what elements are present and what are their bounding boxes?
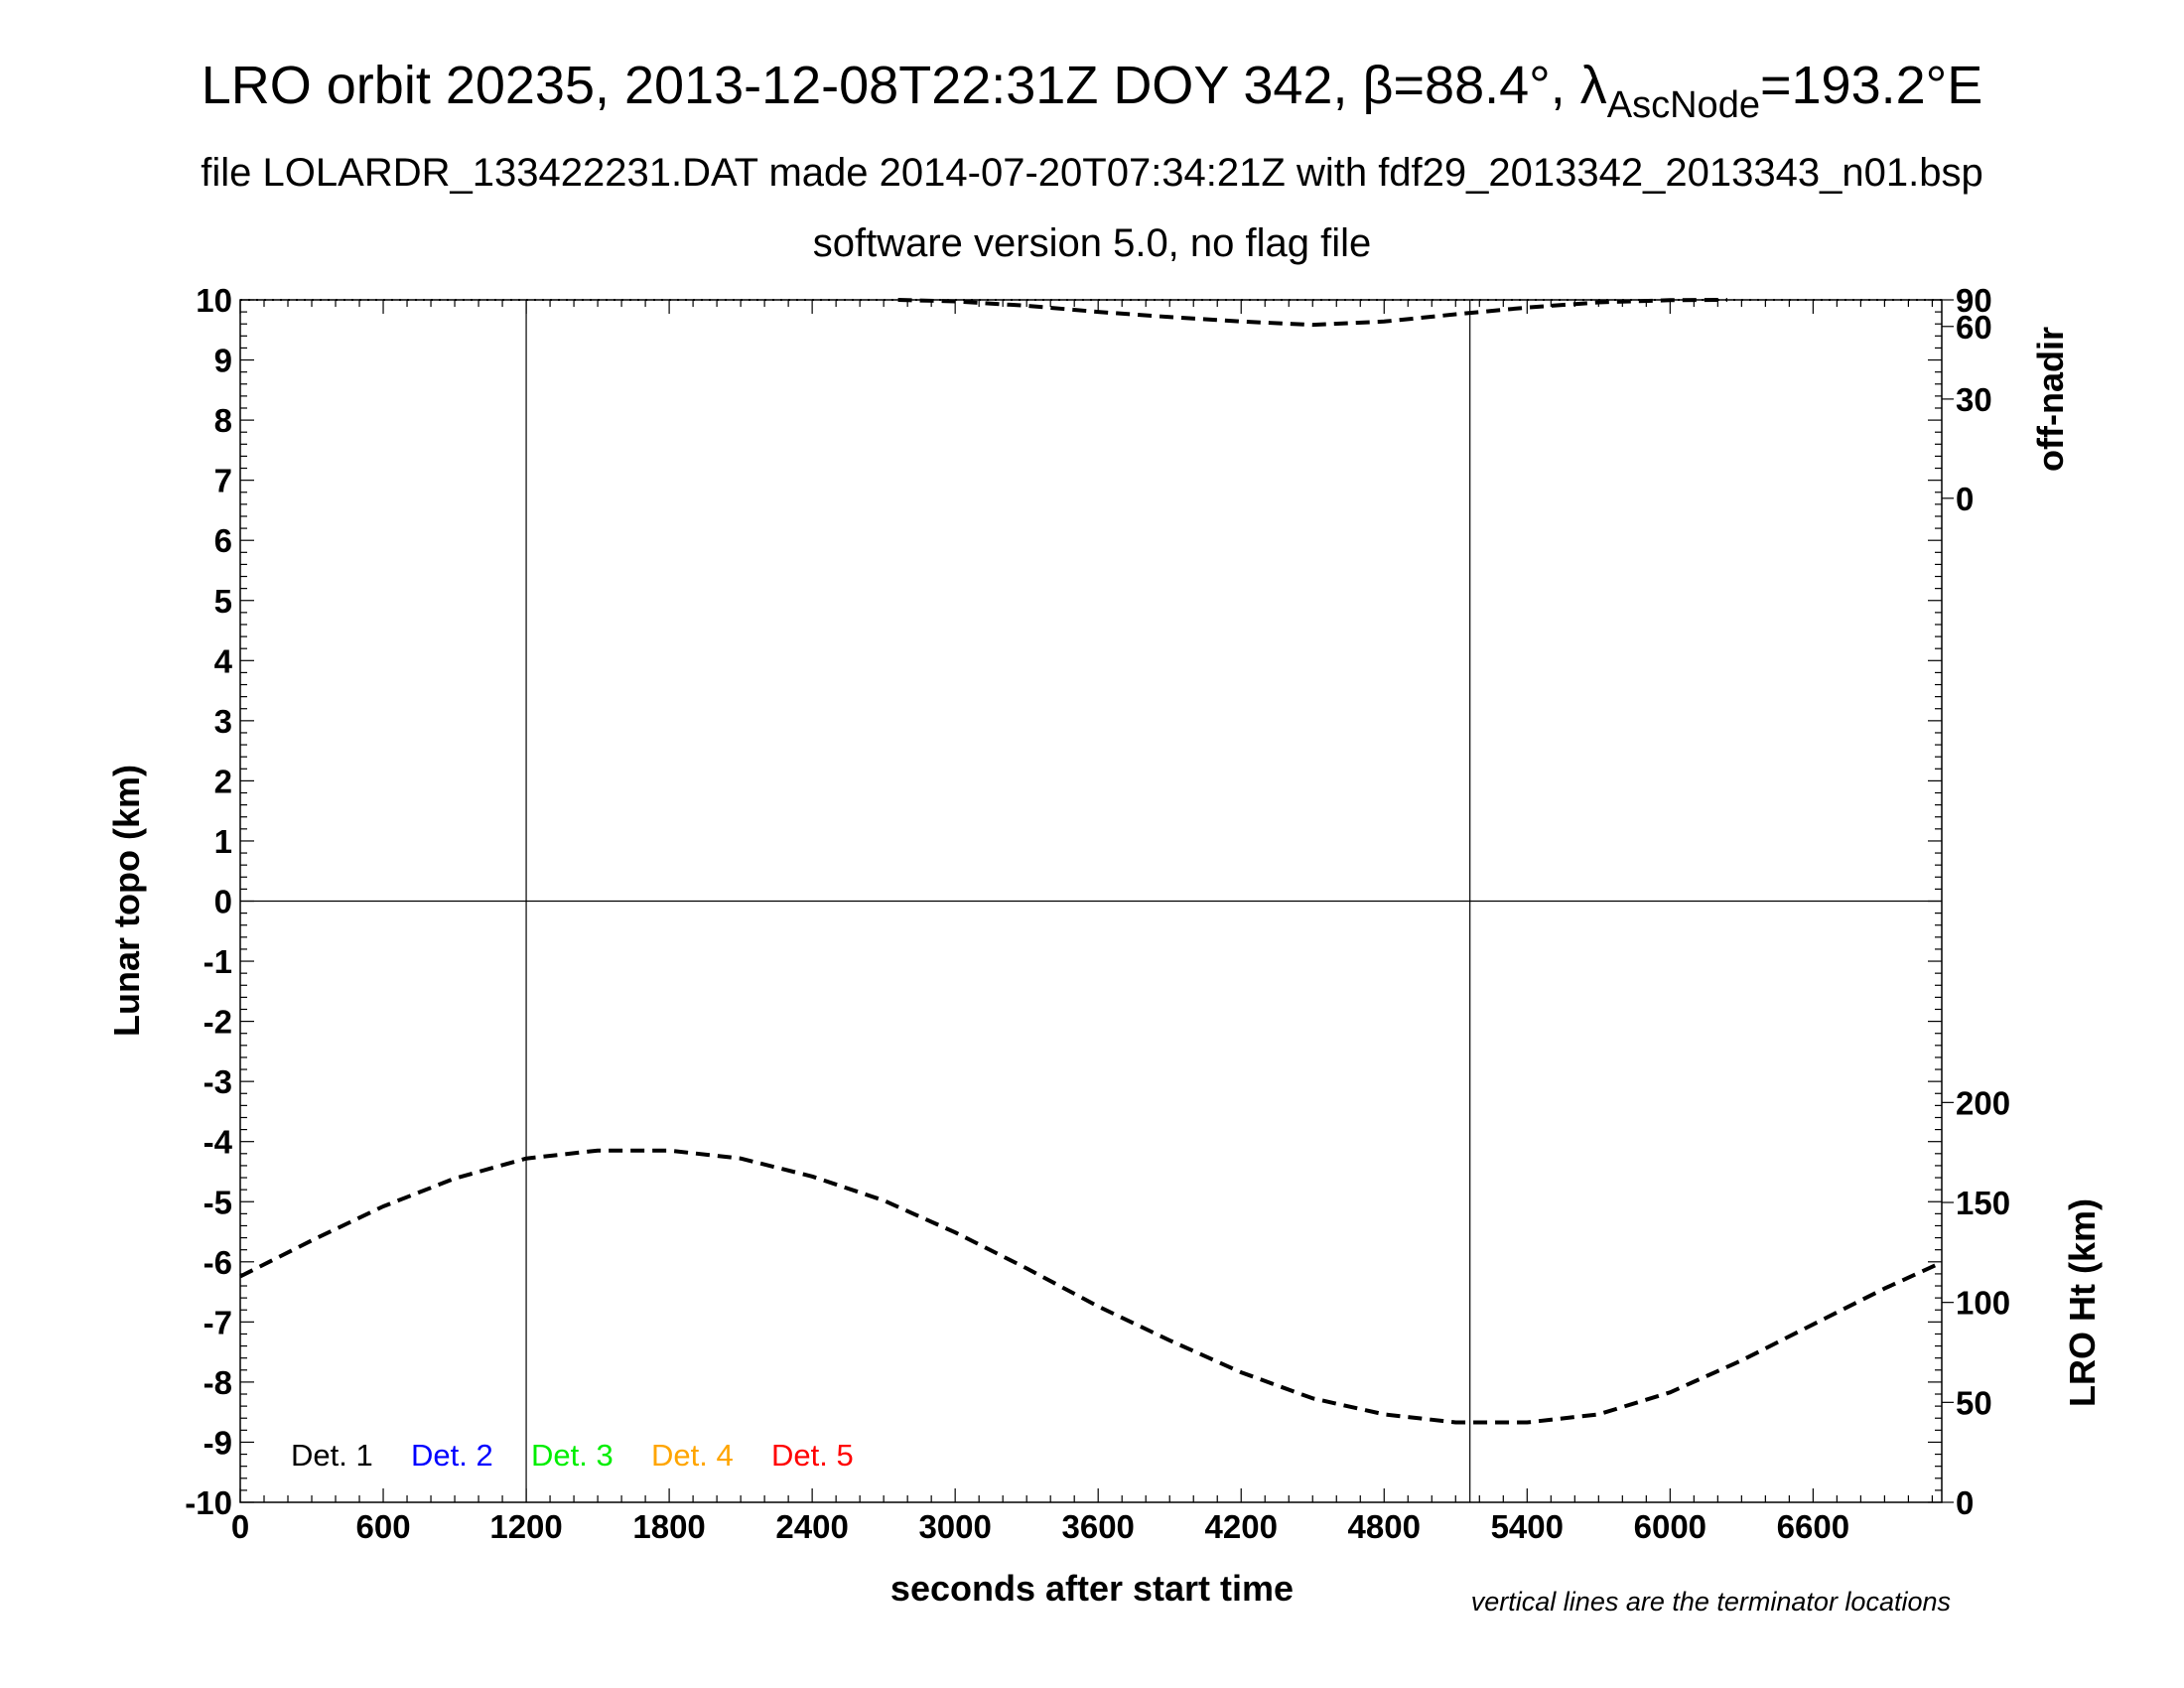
chart-subtitle-2: software version 5.0, no flag file: [813, 221, 1372, 265]
x-tick-label: 1800: [632, 1508, 705, 1545]
off-nadir-tick-label: 60: [1956, 309, 1992, 346]
x-tick-label: 6000: [1634, 1508, 1706, 1545]
x-tick-label: 600: [356, 1508, 411, 1545]
y-tick-label: -2: [204, 1004, 232, 1041]
height-tick-label: 200: [1956, 1084, 2010, 1121]
y-tick-label: 2: [214, 763, 232, 799]
x-tick-label: 2400: [775, 1508, 848, 1545]
y-tick-label: 0: [214, 884, 232, 920]
y-tick-label: -1: [204, 943, 232, 980]
y-tick-label: 7: [214, 463, 232, 499]
y-tick-label: -10: [185, 1484, 232, 1521]
height-tick-label: 100: [1956, 1285, 2010, 1322]
y-tick-label: 10: [196, 282, 232, 319]
height-axis-label: LRO Ht (km): [2062, 1198, 2103, 1407]
y-tick-label: 9: [214, 343, 232, 379]
y-tick-label: 8: [214, 402, 232, 439]
terminator-note: vertical lines are the terminator locati…: [1471, 1587, 1951, 1617]
x-tick-label: 5400: [1491, 1508, 1564, 1545]
x-tick-label: 4800: [1348, 1508, 1421, 1545]
y-tick-label: 3: [214, 703, 232, 740]
off-nadir-tick-label: 0: [1956, 481, 1974, 517]
height-tick-label: 50: [1956, 1384, 1992, 1421]
y-tick-label: -3: [204, 1063, 232, 1100]
off-nadir-tick-label: 90: [1956, 282, 1992, 319]
x-axis-label: seconds after start time: [890, 1568, 1294, 1609]
x-tick-label: 0: [231, 1508, 249, 1545]
legend-item-det-1: Det. 1: [291, 1438, 373, 1473]
chart-subtitle-1: file LOLARDR_133422231.DAT made 2014-07-…: [201, 151, 1982, 195]
y-tick-label: 5: [214, 583, 232, 620]
legend-item-det-4: Det. 4: [651, 1438, 734, 1473]
title-main: LRO orbit 20235, 2013-12-08T22:31Z DOY 3…: [202, 56, 1607, 115]
y-tick-label: 6: [214, 522, 232, 559]
legend-item-det-2: Det. 2: [411, 1438, 493, 1473]
grid-lines: [240, 300, 1942, 1502]
off-nadir-tick-label: 30: [1956, 381, 1992, 418]
off-nadir-series-line: [897, 298, 1727, 328]
y-tick-label: -4: [204, 1124, 233, 1161]
x-axis-ticks: 0 600 1200 1800 2400 3000 3600 4200 4800 5400 6000…: [231, 300, 1933, 1545]
chart-title: LRO orbit 20235, 2013-12-08T22:31Z DOY 3…: [202, 56, 1983, 126]
y-tick-label: -6: [204, 1244, 232, 1281]
title-end: =193.2°E: [1760, 56, 1982, 115]
legend-item-det-3: Det. 3: [531, 1438, 614, 1473]
y-tick-label: -9: [204, 1424, 232, 1461]
y-axis-label: Lunar topo (km): [106, 765, 147, 1037]
x-tick-label: 4200: [1205, 1508, 1278, 1545]
x-tick-label: 3000: [918, 1508, 991, 1545]
series-lines: [239, 298, 1943, 1425]
y-tick-label: -7: [204, 1304, 232, 1340]
y-tick-label: -8: [204, 1364, 232, 1401]
legend-item-det-5: Det. 5: [771, 1438, 854, 1473]
title-subscript: AscNode: [1607, 84, 1760, 126]
y-tick-label: 1: [214, 823, 232, 860]
height-tick-label: 0: [1956, 1484, 1974, 1521]
y-tick-label: -5: [204, 1184, 232, 1220]
x-tick-label: 1200: [489, 1508, 562, 1545]
off-nadir-axis-label: off-nadir: [2030, 327, 2071, 472]
legend: Det. 1 Det. 2 Det. 3 Det. 4 Det. 5: [291, 1438, 854, 1473]
x-tick-label: 3600: [1061, 1508, 1134, 1545]
height-series-line: [239, 1148, 1943, 1425]
x-tick-label: 6600: [1777, 1508, 1849, 1545]
height-tick-label: 150: [1956, 1185, 2010, 1221]
y-tick-label: 4: [214, 642, 233, 679]
